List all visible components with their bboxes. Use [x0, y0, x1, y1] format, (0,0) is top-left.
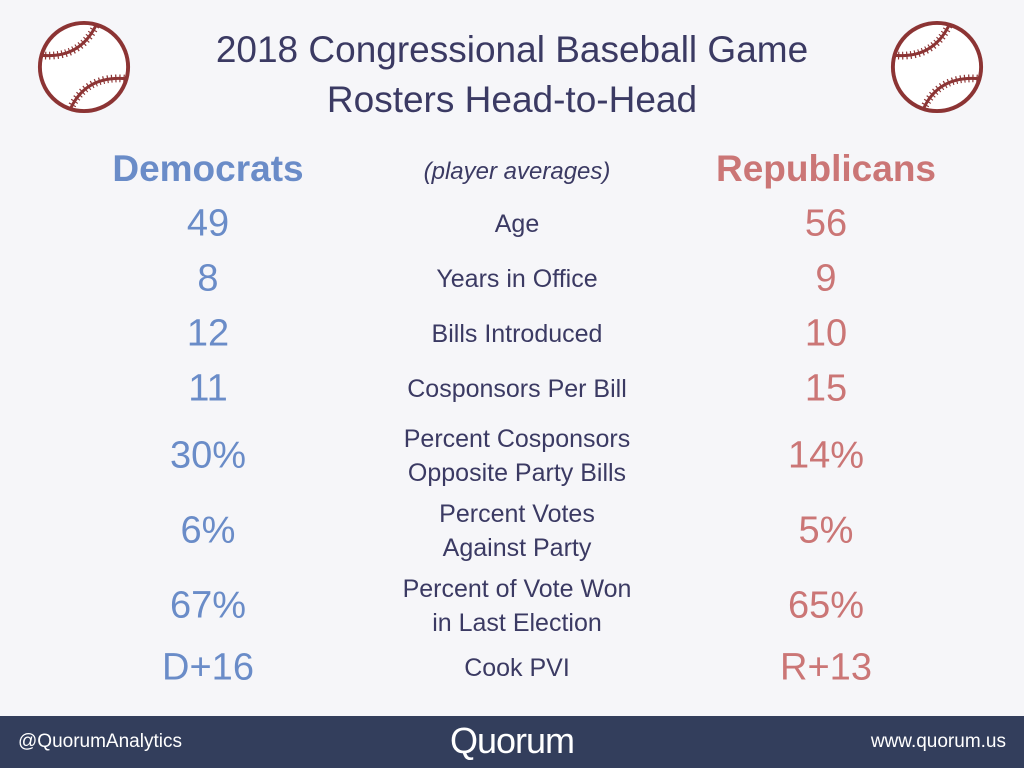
footer: @QuorumAnalytics Quorum www.quorum.us: [0, 716, 1024, 768]
stat-row: 49 Age 56: [0, 202, 1024, 246]
stat-label: Years in Office: [362, 262, 672, 296]
label-line: Percent of Vote Won: [402, 575, 632, 603]
stat-label: Percent Cosponsors Opposite Party Bills: [362, 422, 672, 490]
stat-row: 11 Cosponsors Per Bill 15: [0, 367, 1024, 411]
label-line: Years in Office: [436, 265, 598, 293]
quorum-logo: Quorum: [449, 720, 575, 761]
rep-value: 14%: [787, 434, 865, 477]
stat-row: 8 Years in Office 9: [0, 257, 1024, 301]
twitter-handle[interactable]: @QuorumAnalytics: [18, 731, 182, 752]
stat-label: Bills Introduced: [362, 317, 672, 351]
label-line: Percent Votes: [439, 500, 595, 528]
label-line: in Last Election: [432, 609, 602, 637]
stat-row: D+16 Cook PVI R+13: [0, 646, 1024, 690]
dem-value: 6%: [180, 509, 236, 552]
rep-value: 56: [804, 202, 848, 245]
dem-value: 67%: [169, 584, 247, 627]
rep-value: 15: [804, 367, 848, 410]
label-line: Percent Cosponsors: [403, 425, 631, 453]
stat-label: Percent of Vote Won in Last Election: [362, 572, 672, 640]
dem-value: 30%: [169, 434, 247, 477]
stat-row: 6% Percent Votes Against Party 5%: [0, 496, 1024, 566]
dem-value: 8: [197, 257, 219, 300]
title-line-2: Rosters Head-to-Head: [326, 79, 698, 120]
subtitle: (player averages): [423, 158, 611, 185]
dem-value: D+16: [162, 646, 254, 689]
label-line: Bills Introduced: [431, 320, 603, 348]
stat-row: 67% Percent of Vote Won in Last Election …: [0, 571, 1024, 641]
stat-label: Age: [362, 207, 672, 241]
dem-value: 11: [188, 367, 228, 410]
stat-label: Cosponsors Per Bill: [362, 372, 672, 406]
label-line: Against Party: [442, 534, 592, 562]
stat-row: 12 Bills Introduced 10: [0, 312, 1024, 356]
stat-label: Cook PVI: [362, 651, 672, 685]
baseball-icon: [37, 20, 131, 114]
rep-value: R+13: [780, 646, 872, 689]
baseball-icon: [890, 20, 984, 114]
label-line: Age: [494, 210, 540, 238]
title-line-1: 2018 Congressional Baseball Game: [215, 29, 809, 70]
rep-value: 9: [815, 257, 837, 300]
label-line: Cosponsors Per Bill: [407, 375, 627, 403]
dem-value: 12: [186, 312, 230, 355]
rep-value: 65%: [787, 584, 865, 627]
dem-value: 49: [186, 202, 230, 245]
republicans-header: Republicans: [716, 148, 936, 189]
stat-label: Percent Votes Against Party: [362, 497, 672, 565]
label-line: Opposite Party Bills: [407, 459, 627, 487]
website-link[interactable]: www.quorum.us: [870, 731, 1006, 752]
rep-value: 5%: [798, 509, 854, 552]
democrats-header: Democrats: [112, 148, 304, 189]
label-line: Cook PVI: [464, 654, 570, 682]
stat-row: 30% Percent Cosponsors Opposite Party Bil…: [0, 421, 1024, 491]
rep-value: 10: [804, 312, 848, 355]
page-title: 2018 Congressional Baseball Game Rosters…: [0, 25, 1024, 125]
